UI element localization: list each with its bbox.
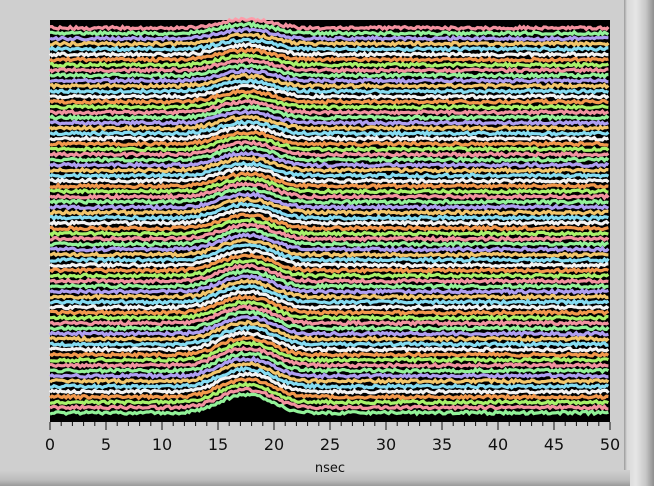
plot-area-group: 0 5 10 15 20 25 30 35 40 45 50 [45,16,620,454]
trace-line [49,16,610,32]
trace-line [48,37,609,53]
x-axis-tick-labels: 0 5 10 15 20 25 30 35 40 45 50 [45,435,620,454]
trace-line [49,88,609,106]
trace-line [49,381,609,406]
trace-line [49,273,609,296]
trace-line [50,20,610,38]
trace-line [50,300,609,322]
trace-line [49,196,609,217]
x-axis-tick-label: 35 [432,435,452,454]
trace-line [48,315,609,338]
x-axis-tick-label: 30 [376,435,396,454]
trace-line [49,63,609,80]
x-axis-tick-label: 40 [488,435,508,454]
trace-line [49,222,610,243]
trace-line [49,278,609,301]
trace-line [49,252,609,275]
trace-line [49,119,610,138]
trace-line [49,345,609,370]
trace-line [49,175,609,196]
panel-bezel-right [624,0,654,486]
trace-line [49,124,609,143]
trace-line [49,108,609,127]
x-axis-tick-label: 50 [600,435,620,454]
trace-line [49,83,610,101]
trace-line [48,329,610,354]
x-axis-ticks [49,422,611,430]
trace-line [48,46,609,64]
trace-line [49,289,610,312]
trace-line [49,263,609,285]
trace-line [49,139,610,159]
trace-line [49,164,610,185]
trace-line [49,355,609,380]
trace-line [49,248,609,269]
trace-line [48,57,609,74]
x-axis-tick-label: 25 [320,435,340,454]
trace-line [50,365,610,390]
trace-line [49,242,610,264]
trace-line [49,386,609,411]
trace-line [49,335,610,359]
trace-line [49,27,609,43]
trace-line [49,324,609,349]
x-axis-tick-label: 0 [45,435,55,454]
trace-line [49,98,610,117]
trace-line [49,93,609,111]
trace-line [49,181,610,201]
trace-line [49,201,609,222]
x-axis-tick-label: 20 [264,435,284,454]
trace-line [49,186,609,206]
trace-line [48,42,609,59]
trace-line [49,350,610,375]
trace-line [48,104,610,122]
trace-line [49,303,610,327]
trace-line [49,227,609,248]
trace-line [49,73,610,90]
trace-line [49,155,609,175]
trace-line [49,135,610,154]
trace-line [48,371,610,396]
trace-line [49,129,609,148]
trace-line [49,52,610,69]
trace-line [49,232,610,253]
trace-line [49,238,609,259]
trace-line [49,293,610,317]
trace-line [49,360,610,385]
trace-line [49,392,609,417]
trace-line [49,191,610,211]
trace-layer [48,16,610,417]
trace-line [48,217,609,238]
trace-line [49,171,609,190]
trace-line [48,114,609,132]
panel-bezel-bottom [0,470,630,486]
x-axis-label: nsec [315,461,345,476]
trace-line [49,145,610,164]
trace-line [49,207,610,227]
trace-line [49,319,610,343]
trace-line [49,340,609,364]
x-axis-tick-label: 5 [101,435,111,454]
trace-line [49,268,609,290]
trace-line [49,150,610,169]
trace-line [49,377,609,401]
trace-line [49,309,610,333]
trace-line [49,78,609,96]
x-axis-tick-label: 15 [208,435,228,454]
trace-line [49,283,610,306]
x-axis-tick-label: 10 [152,435,172,454]
trace-line [50,32,610,48]
trace-line [49,212,609,233]
trace-line [49,67,609,85]
trace-line [48,160,610,180]
trace-line [49,258,610,280]
x-axis-tick-label: 45 [544,435,564,454]
